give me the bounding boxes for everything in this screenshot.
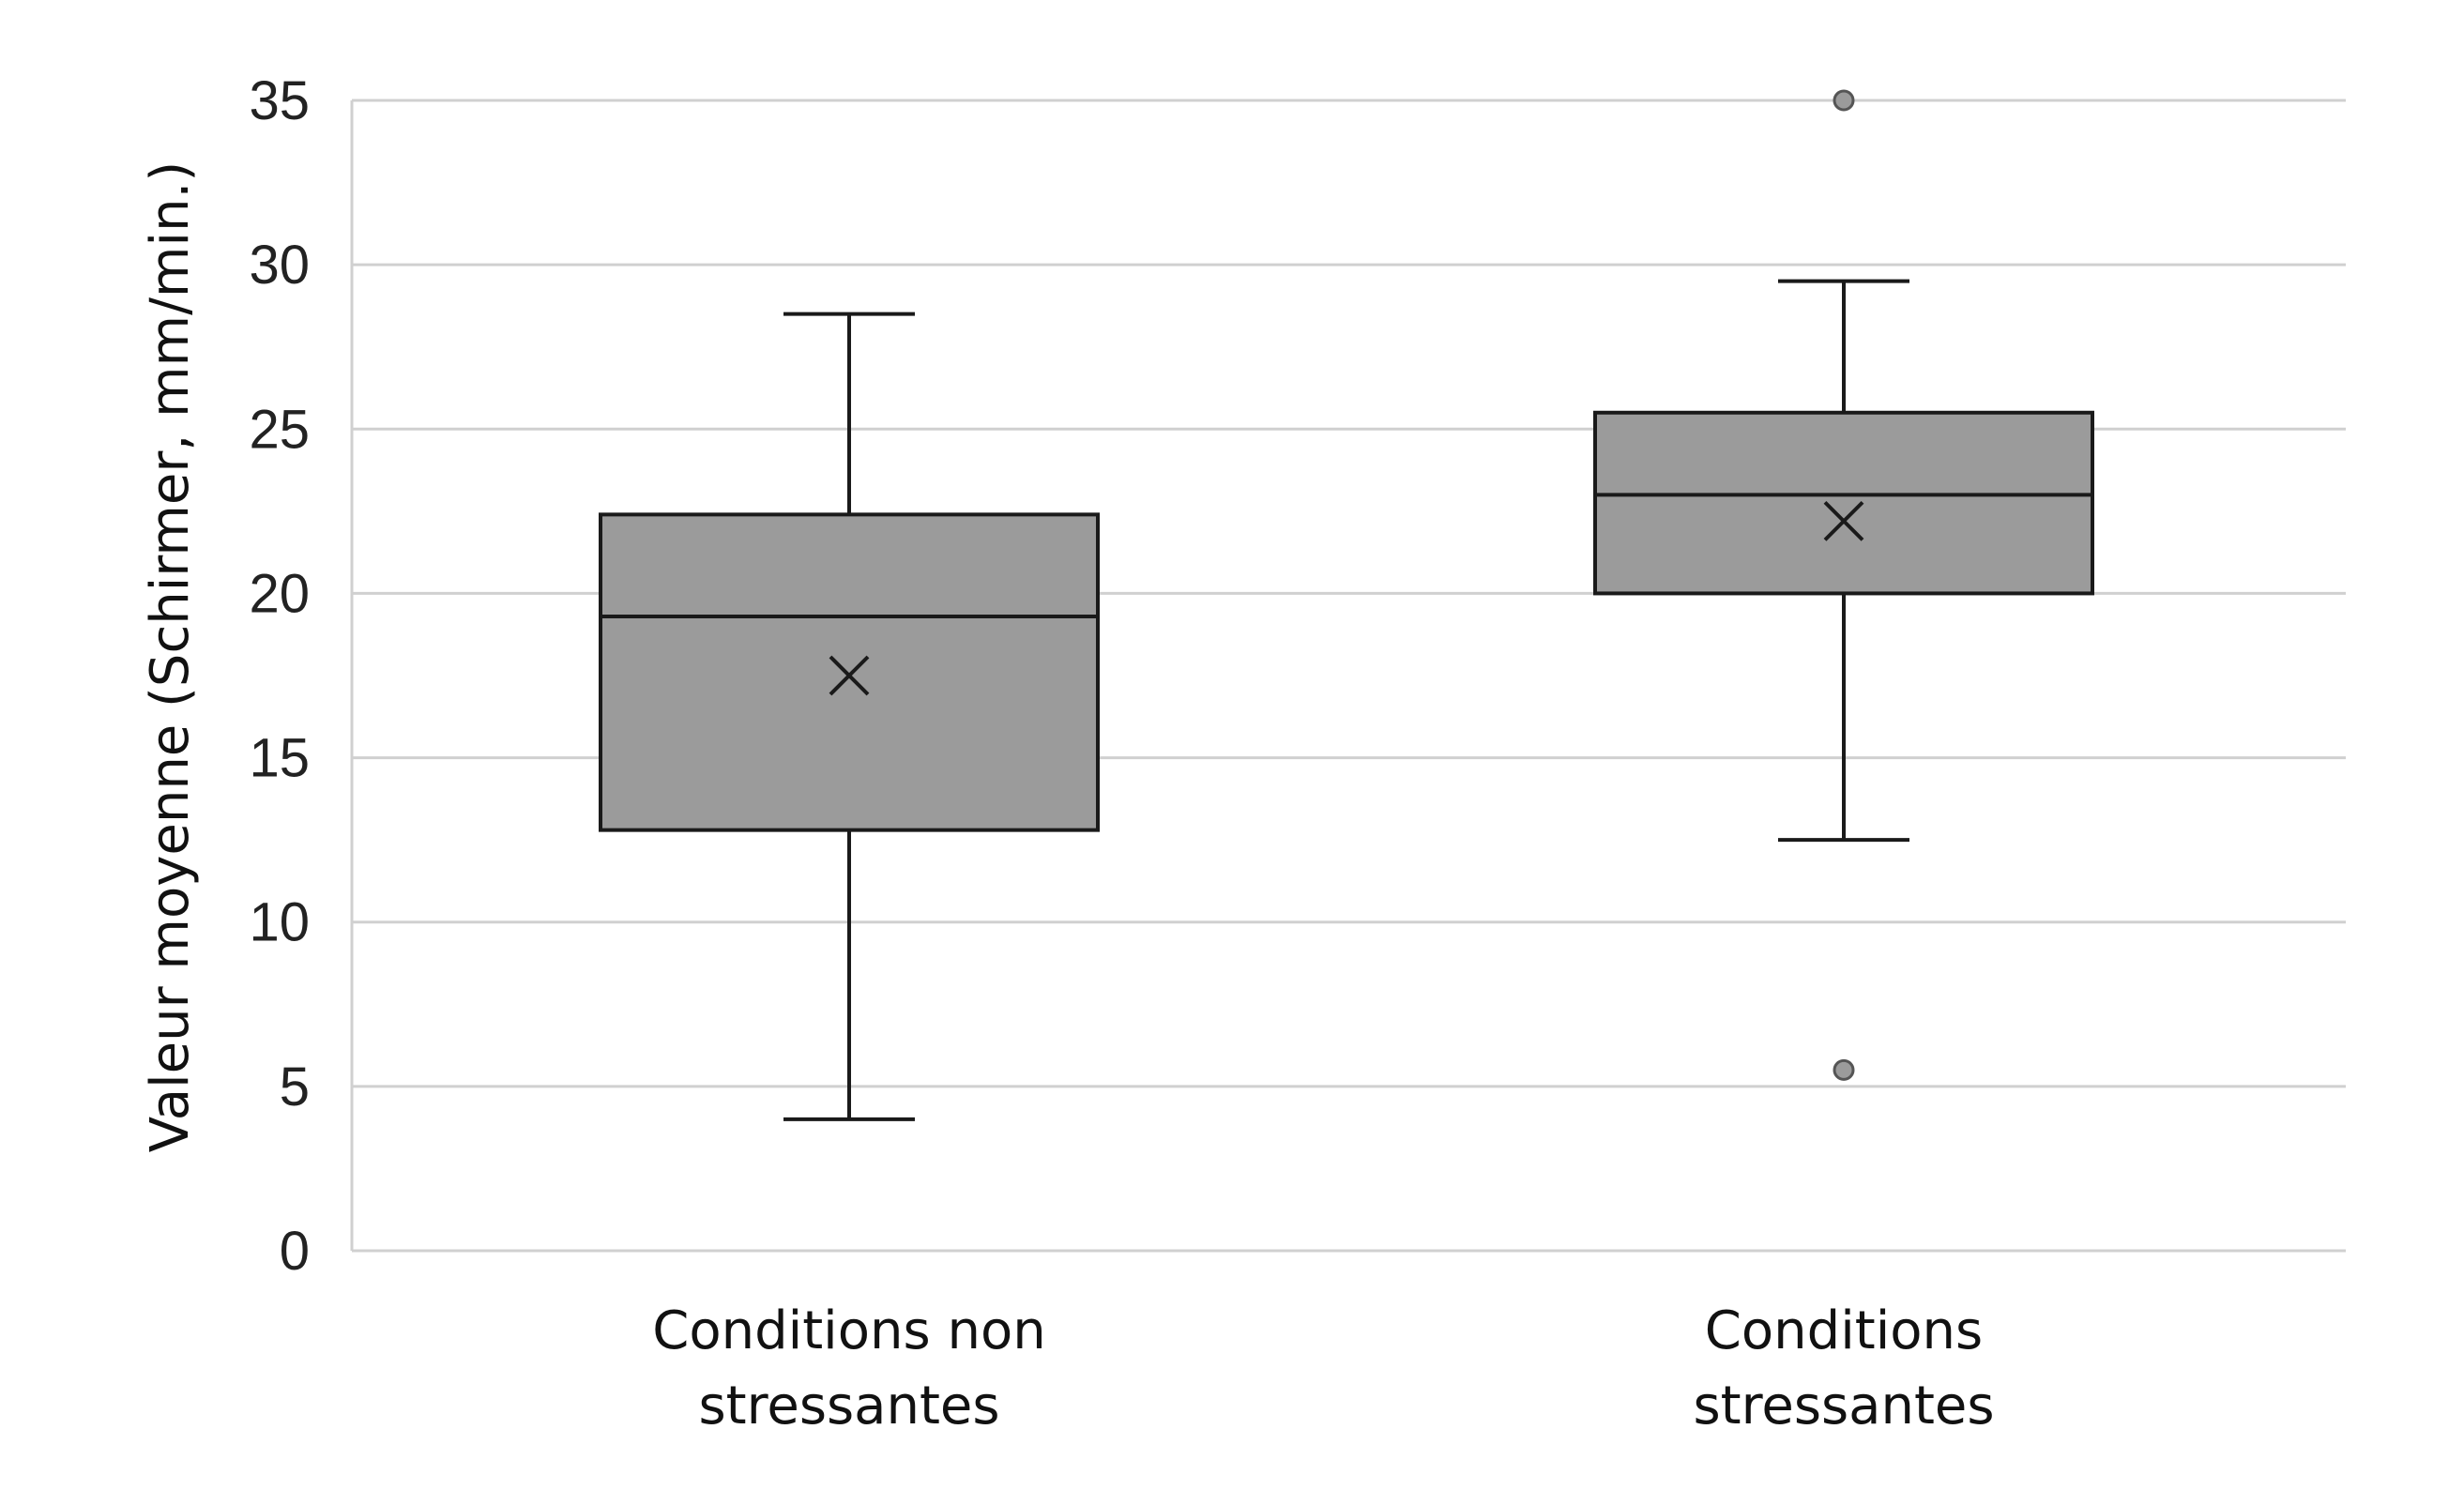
box-group xyxy=(599,312,1100,1121)
y-tick-label: 35 xyxy=(249,70,310,131)
mean-marker-stroke xyxy=(1823,500,1864,541)
boxes xyxy=(599,89,2094,1121)
y-tick-label: 15 xyxy=(249,728,310,789)
y-tick-label: 30 xyxy=(249,235,310,296)
outlier-point xyxy=(1833,1058,1855,1081)
box-group xyxy=(1593,89,2094,1081)
y-tick-label: 25 xyxy=(249,399,310,460)
mean-marker xyxy=(829,655,870,696)
x-category-label-line: Conditions xyxy=(1705,1300,1983,1361)
x-axis-categories: Conditions non stressantes Conditions stres… xyxy=(652,1300,1994,1437)
y-axis-title: Valeur moyenne (Schirmer, mm/min.) xyxy=(140,161,201,1152)
y-tick-label: 0 xyxy=(280,1221,310,1282)
y-tick-label: 10 xyxy=(249,892,310,953)
box-iqr xyxy=(1593,410,2094,596)
y-tick-label: 20 xyxy=(249,563,310,624)
x-category-label: Conditions non stressantes xyxy=(652,1300,1045,1437)
x-category-label-line: Conditions non xyxy=(652,1300,1045,1361)
outlier-point xyxy=(1833,89,1855,112)
y-tick-label: 5 xyxy=(280,1057,310,1118)
y-axis-ticks: 0 5 10 15 20 25 30 35 xyxy=(249,70,310,1282)
x-category-label-line: stressantes xyxy=(698,1376,999,1437)
x-category-label: Conditions stressantes xyxy=(1693,1300,1994,1437)
box-iqr xyxy=(599,512,1100,832)
mean-marker xyxy=(1823,500,1864,541)
x-category-label-line: stressantes xyxy=(1693,1376,1994,1437)
mean-marker-stroke xyxy=(829,655,870,696)
